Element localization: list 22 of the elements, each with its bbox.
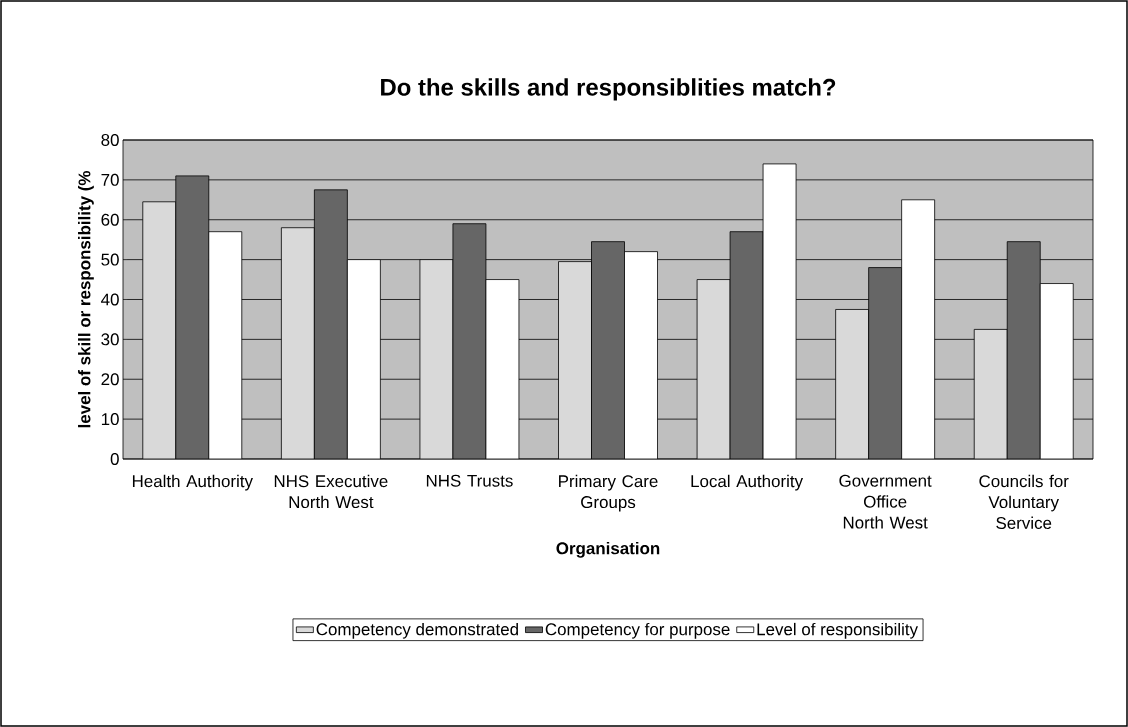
y-tick-label: 20 — [101, 373, 119, 386]
x-tick-label: NHS Executive North West — [274, 474, 388, 509]
y-axis-title: level of skill or responsibility (% — [78, 170, 94, 428]
y-tick-label: 10 — [101, 413, 119, 426]
x-tick-label: Local Authority — [691, 474, 804, 491]
x-axis-title: Organisation — [556, 541, 660, 558]
y-tick-label: 50 — [101, 253, 119, 266]
legend-label: Competency for purpose — [545, 622, 730, 639]
y-tick-label: 30 — [101, 333, 119, 346]
x-tick-label: Councils for Voluntary Service — [979, 474, 1069, 530]
legend-label: Competency demonstrated — [316, 622, 518, 639]
y-tick-label: 80 — [101, 133, 119, 146]
y-tick-label: 40 — [101, 293, 119, 306]
x-tick-label: NHS Trusts — [426, 474, 513, 487]
x-tick-label: Government Office North West — [839, 474, 932, 529]
y-tick-label: 0 — [110, 452, 119, 465]
chart-title: Do the skills and responsiblities match? — [381, 78, 836, 101]
x-tick-label: Health Authority — [132, 474, 253, 491]
y-tick-label: 60 — [101, 213, 119, 226]
legend-label: Level of responsibility — [757, 622, 918, 639]
x-tick-label: Primary Care Groups — [559, 474, 658, 512]
y-tick-label: 70 — [101, 173, 119, 186]
